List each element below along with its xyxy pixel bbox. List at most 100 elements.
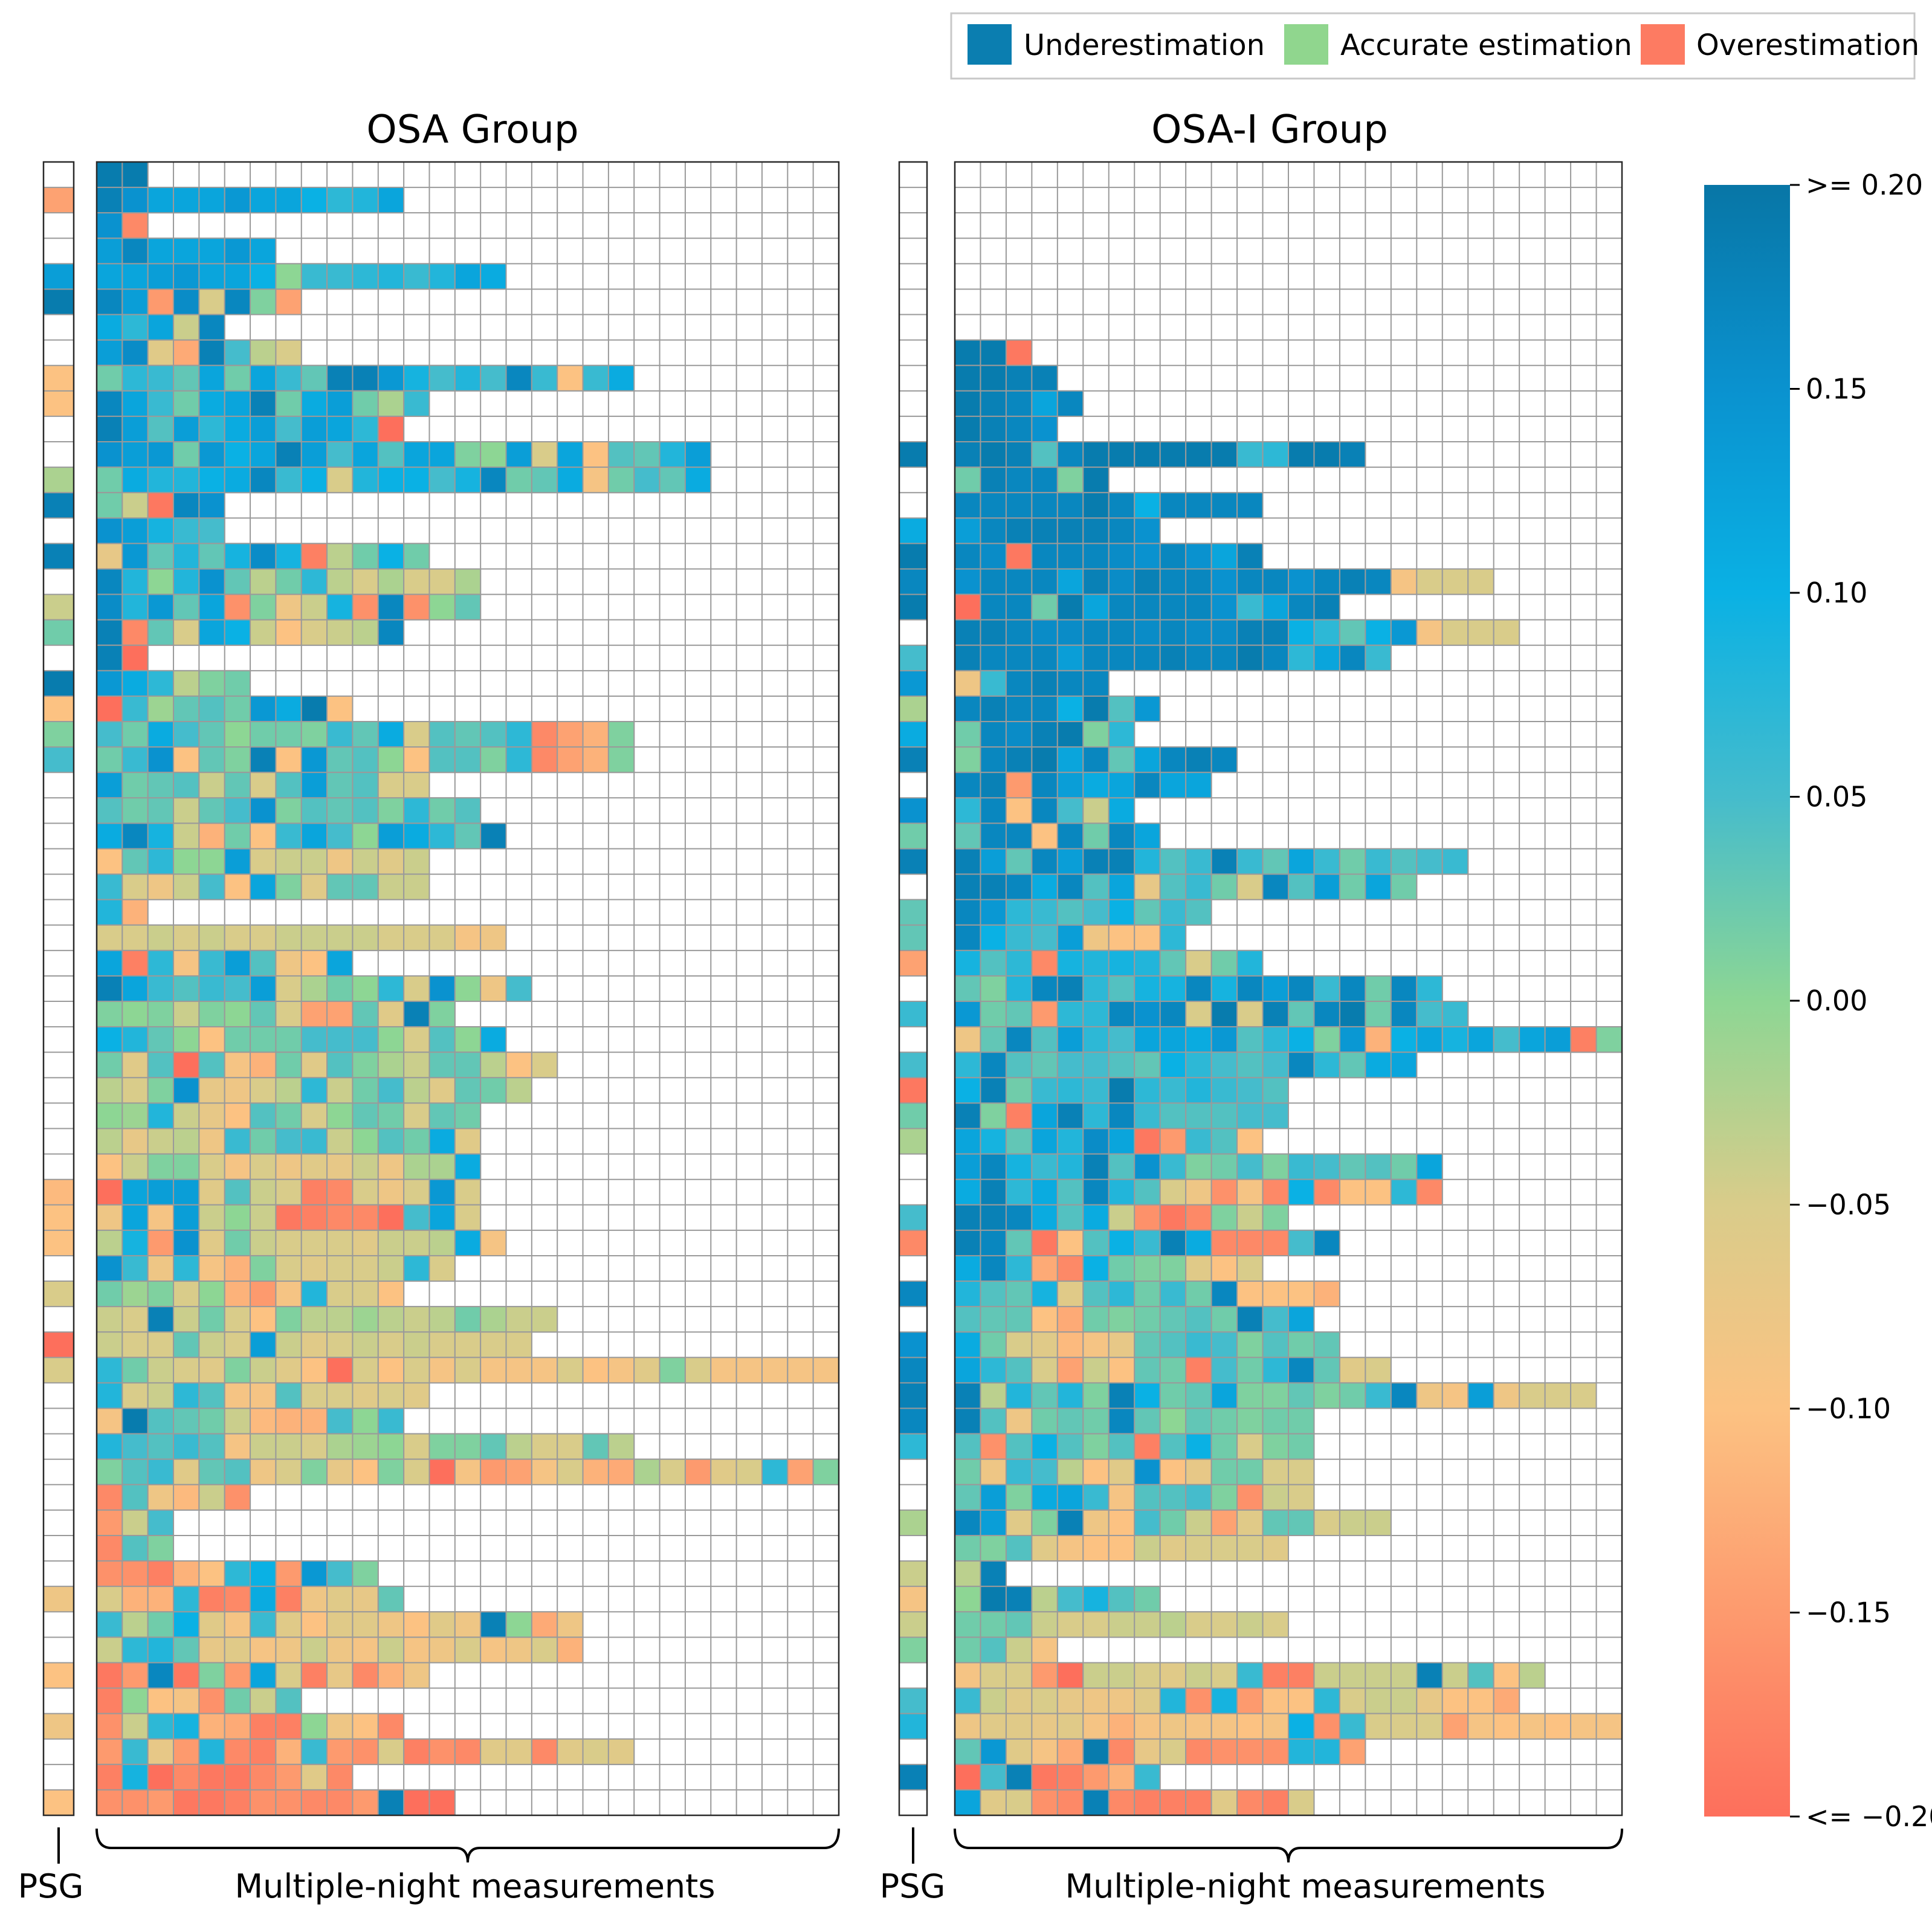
- heatmap-cell: [787, 1458, 814, 1485]
- heatmap-cell: [224, 1178, 251, 1206]
- heatmap-cell: [1082, 772, 1110, 799]
- heatmap-cell: [480, 1306, 507, 1333]
- heatmap-cell: [147, 848, 175, 875]
- heatmap-cell: [403, 797, 430, 824]
- heatmap-cell: [1031, 1153, 1058, 1180]
- heatmap-cell: [352, 1204, 379, 1231]
- heatmap-cell: [250, 746, 277, 774]
- heatmap-cell: [582, 364, 609, 392]
- heatmap-cell: [1365, 1713, 1392, 1740]
- heatmap-cell: [377, 797, 405, 824]
- heatmap-cell: [173, 1382, 200, 1409]
- heatmap-cell: [1185, 1534, 1212, 1562]
- heatmap-cell: [1005, 1636, 1033, 1664]
- heatmap-cell: [198, 670, 225, 697]
- heatmap-cell: [147, 1763, 175, 1791]
- heatmap-cell: [377, 721, 405, 748]
- heatmap-cell: [480, 1331, 507, 1358]
- heatmap-cell: [377, 772, 405, 799]
- heatmap-cell: [1441, 1713, 1469, 1740]
- heatmap-cell: [480, 1611, 507, 1638]
- heatmap-cell: [531, 1738, 558, 1765]
- heatmap-cell: [173, 1407, 200, 1435]
- psg-cell: [899, 1612, 927, 1638]
- heatmap-cell: [275, 949, 302, 977]
- heatmap-cell: [980, 670, 1007, 697]
- heatmap-cell: [147, 1484, 175, 1511]
- heatmap-cell: [980, 1484, 1007, 1511]
- heatmap-cell: [1288, 644, 1315, 671]
- psg-cell: [899, 899, 927, 925]
- heatmap-cell: [480, 1077, 507, 1104]
- heatmap-cell: [1005, 1509, 1033, 1536]
- heatmap-cell: [352, 975, 379, 1003]
- heatmap-cell: [1108, 975, 1136, 1003]
- heatmap-cell: [1108, 1281, 1136, 1308]
- heatmap-cell: [1056, 1458, 1084, 1485]
- psg-cell: [44, 187, 74, 213]
- heatmap-cell: [1236, 1281, 1264, 1308]
- heatmap-cell: [300, 822, 328, 850]
- heatmap-cell: [121, 492, 149, 519]
- heatmap-cell: [275, 1636, 302, 1664]
- heatmap-cell: [1210, 441, 1238, 468]
- heatmap-cell: [1134, 1077, 1161, 1104]
- heatmap-cell: [1134, 1281, 1161, 1308]
- heatmap-cell: [980, 1763, 1007, 1791]
- heatmap-cell: [275, 263, 302, 290]
- heatmap-cell: [1185, 1255, 1212, 1282]
- heatmap-cell: [1185, 619, 1212, 646]
- heatmap-cell: [1031, 1687, 1058, 1714]
- heatmap-cell: [1031, 1204, 1058, 1231]
- heatmap-cell: [173, 797, 200, 824]
- heatmap-cell: [954, 797, 981, 824]
- psg-cell: [44, 619, 74, 645]
- heatmap-cell: [980, 1713, 1007, 1740]
- heatmap-cell: [1210, 568, 1238, 595]
- heatmap-cell: [1262, 1687, 1290, 1714]
- heatmap-cell: [377, 1077, 405, 1104]
- heatmap-cell: [1159, 1433, 1187, 1460]
- heatmap-cell: [428, 1789, 456, 1817]
- heatmap-cell: [326, 1229, 354, 1256]
- heatmap-cell: [1056, 899, 1084, 926]
- heatmap-cell: [980, 619, 1007, 646]
- heatmap-cell: [1108, 1331, 1136, 1358]
- heatmap-cell: [326, 1789, 354, 1817]
- heatmap-cell: [300, 1738, 328, 1765]
- heatmap-cell: [275, 1611, 302, 1638]
- heatmap-cell: [224, 1229, 251, 1256]
- heatmap-cell: [300, 1560, 328, 1587]
- heatmap-cell: [607, 746, 635, 774]
- heatmap-cell: [147, 1611, 175, 1638]
- heatmap-cell: [1288, 975, 1315, 1003]
- heatmap-cell: [403, 1051, 430, 1079]
- heatmap-cell: [1082, 1458, 1110, 1485]
- heatmap-cell: [1108, 1001, 1136, 1028]
- heatmap-cell: [1082, 873, 1110, 900]
- heatmap-cell: [1159, 644, 1187, 671]
- heatmap-cell: [250, 1763, 277, 1791]
- colorbar-tick-label: >= 0.20: [1806, 169, 1923, 201]
- heatmap-cell: [300, 364, 328, 392]
- heatmap-cell: [1031, 441, 1058, 468]
- heatmap-cell: [275, 1204, 302, 1231]
- heatmap-cell: [1210, 1229, 1238, 1256]
- heatmap-cell: [403, 1153, 430, 1180]
- heatmap-cell: [1288, 1433, 1315, 1460]
- heatmap-cell: [1262, 1458, 1290, 1485]
- heatmap-cell: [531, 1636, 558, 1664]
- heatmap-cell: [403, 1026, 430, 1053]
- heatmap-cell: [1390, 568, 1418, 595]
- heatmap-cell: [147, 1560, 175, 1587]
- heatmap-cell: [454, 1204, 482, 1231]
- heatmap-cell: [1134, 746, 1161, 774]
- heatmap-cell: [352, 797, 379, 824]
- heatmap-cell: [1493, 1026, 1520, 1053]
- heatmap-cell: [1056, 1586, 1084, 1613]
- heatmap-cell: [300, 1102, 328, 1129]
- heatmap-cell: [326, 695, 354, 723]
- heatmap-cell: [1031, 1229, 1058, 1256]
- heatmap-cell: [1031, 1484, 1058, 1511]
- heatmap-cell: [1339, 975, 1366, 1003]
